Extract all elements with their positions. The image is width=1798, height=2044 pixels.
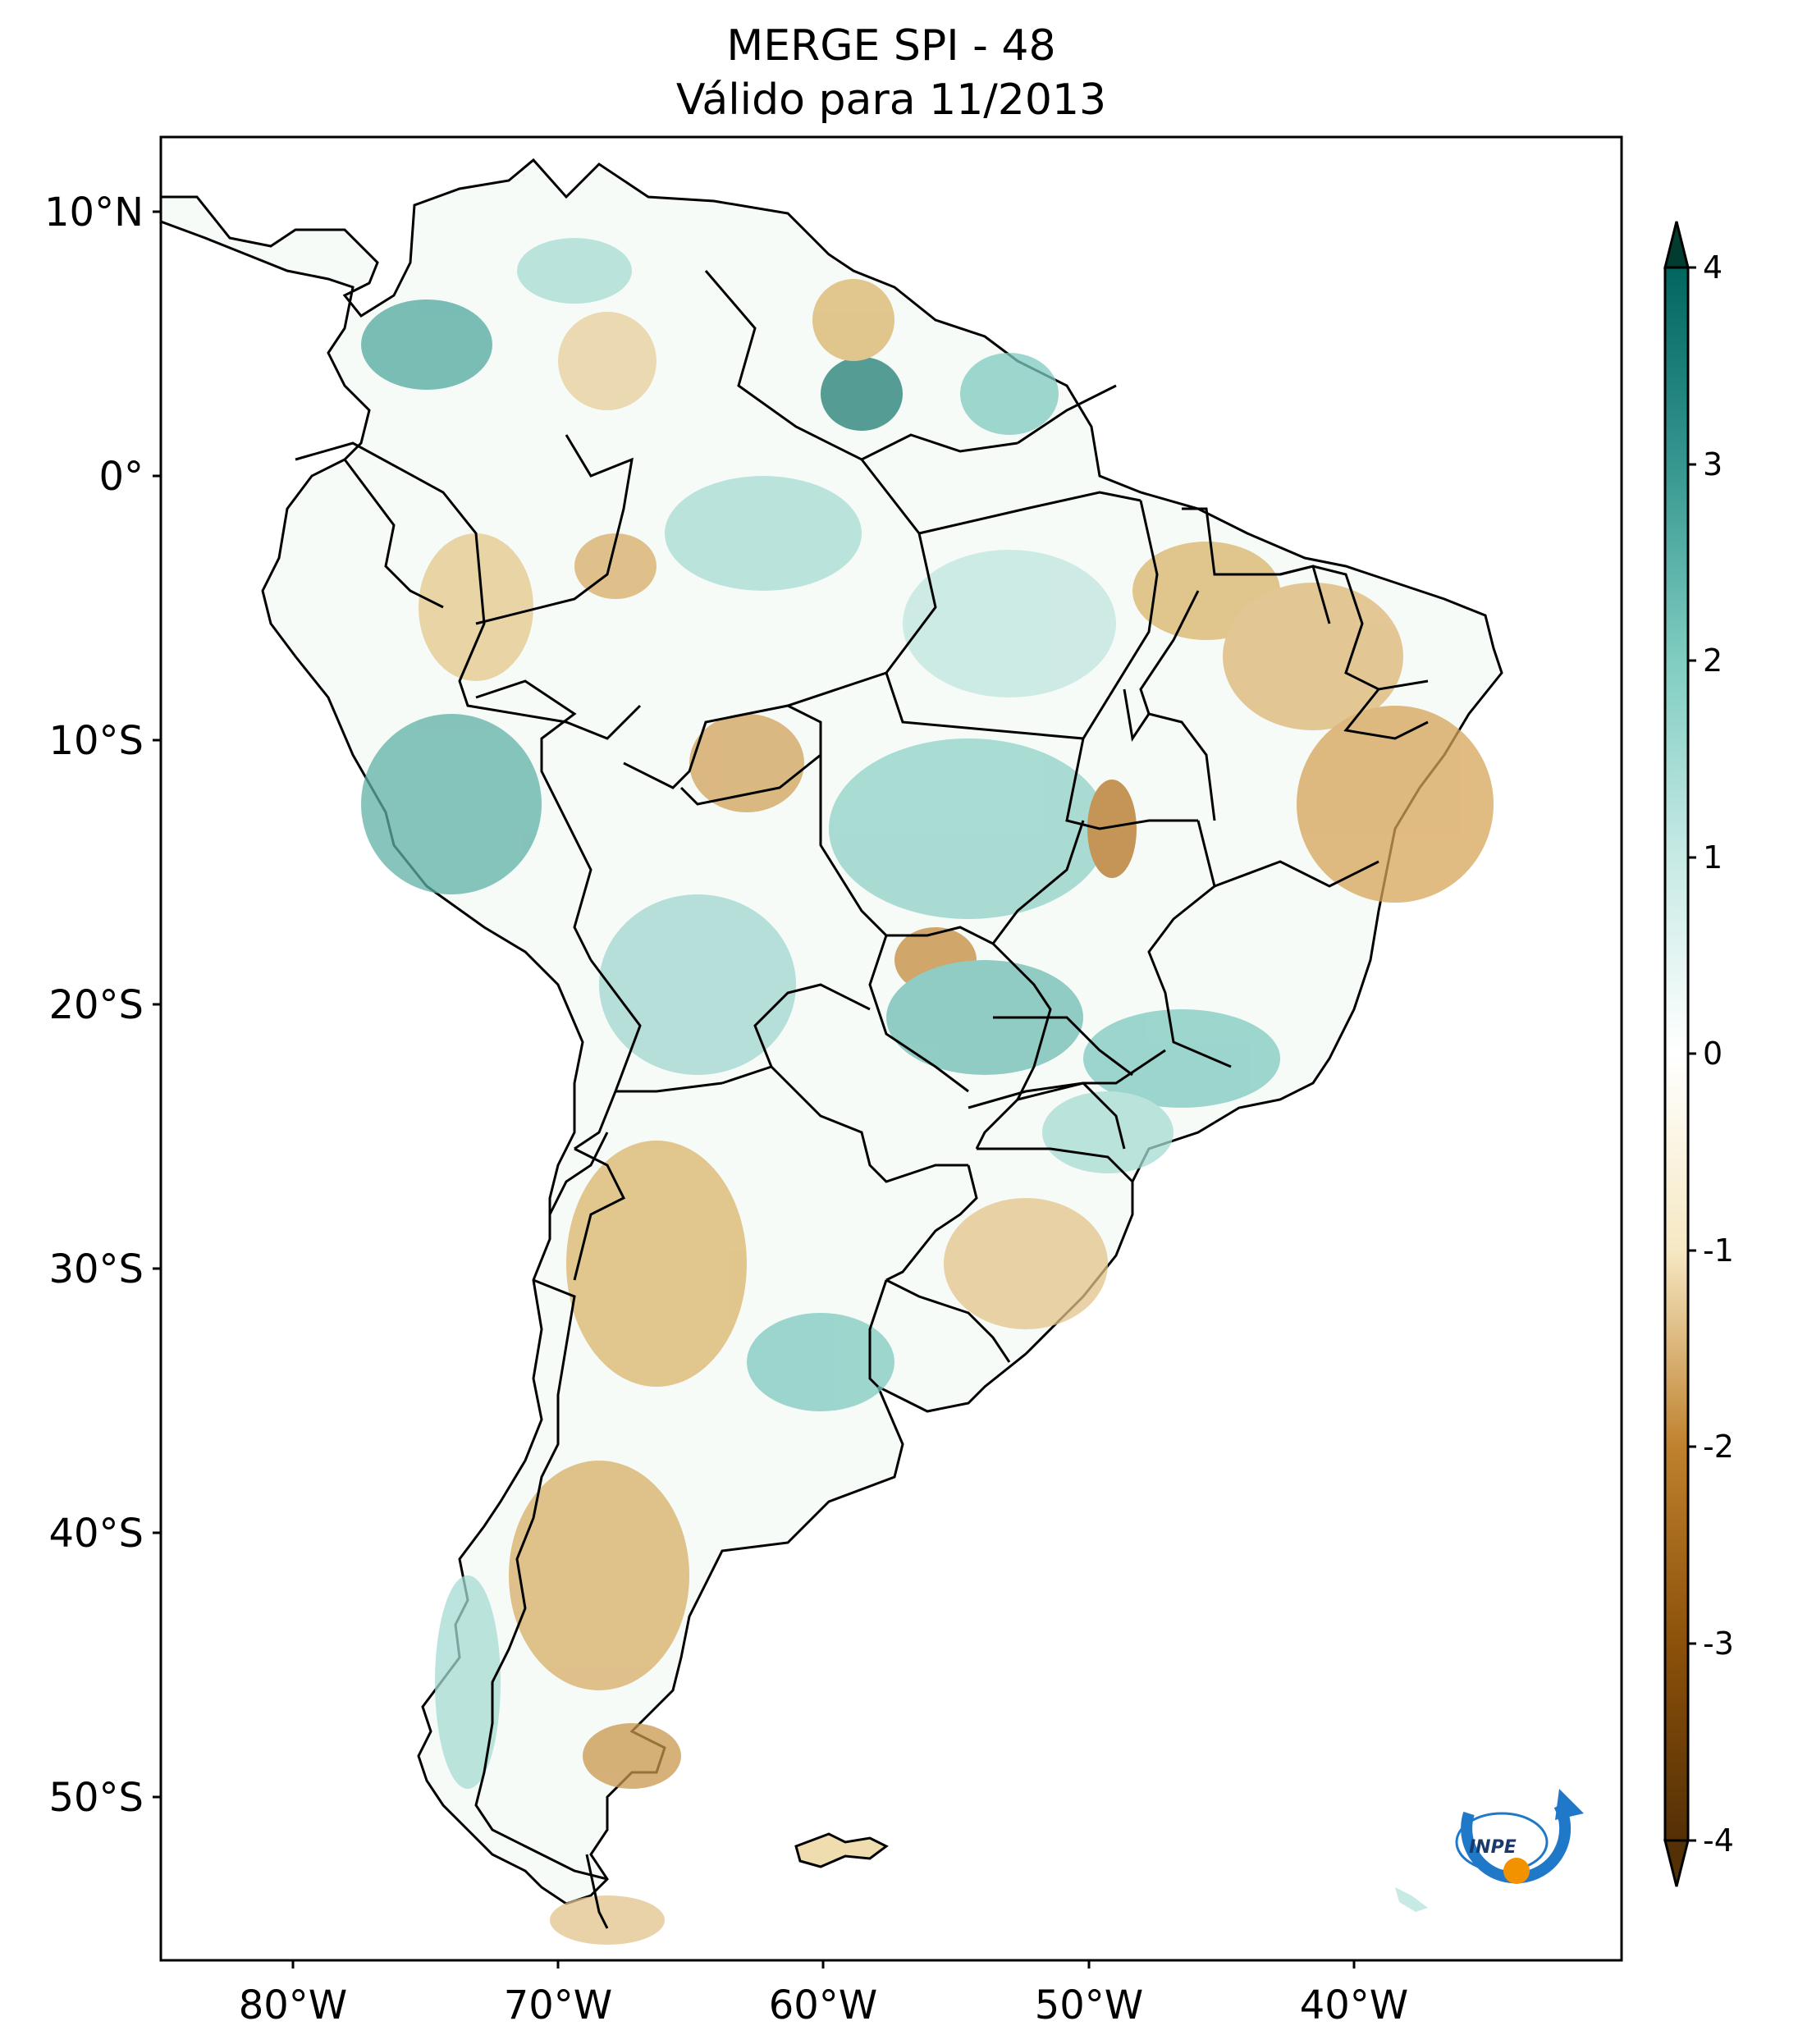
- colorbar-label-0: 0: [1703, 1036, 1723, 1072]
- lat-label-50s: 50°S: [48, 1775, 144, 1821]
- logo-arrow-icon: [1555, 1789, 1584, 1820]
- map-title-line2: Válido para 11/2013: [675, 75, 1107, 125]
- lat-label-10n: 10°N: [44, 190, 144, 235]
- political-boundaries: [295, 270, 1429, 1929]
- colorbar-min-extension: [1663, 1839, 1690, 1887]
- lat-label-20s: 20°S: [48, 982, 144, 1028]
- lat-label-30s: 30°S: [48, 1246, 144, 1292]
- map-title-line1: MERGE SPI - 48: [726, 21, 1056, 71]
- spi-anomaly-patches: [361, 238, 1494, 1945]
- longitude-axis: 80°W 70°W 60°W 50°W 40°W: [239, 1960, 1409, 2028]
- colorbar: 4 3 2 1 0 -1 -2 -3 -4: [1663, 221, 1734, 1887]
- lon-label-70w: 70°W: [504, 1982, 613, 2028]
- inpe-logo: INPE: [1455, 1789, 1584, 1884]
- lat-label-40s: 40°S: [48, 1511, 144, 1557]
- colorbar-label-neg1: -1: [1703, 1232, 1734, 1269]
- lon-label-50w: 50°W: [1035, 1982, 1144, 2028]
- lon-label-40w: 40°W: [1300, 1982, 1409, 2028]
- colorbar-label-3: 3: [1703, 446, 1723, 482]
- colorbar-label-4: 4: [1703, 249, 1723, 286]
- logo-orange-dot-icon: [1503, 1858, 1530, 1884]
- colorbar-max-extension: [1663, 221, 1690, 269]
- colorbar-gradient: [1663, 266, 1690, 1842]
- south-georgia-island: [1395, 1887, 1428, 1912]
- colorbar-label-neg3: -3: [1703, 1626, 1734, 1662]
- colorbar-label-2: 2: [1703, 642, 1723, 679]
- logo-text: INPE: [1469, 1837, 1517, 1858]
- falkland-islands: [794, 1832, 889, 1868]
- colorbar-label-neg2: -2: [1703, 1429, 1734, 1465]
- colorbar-label-1: 1: [1703, 839, 1723, 876]
- map-area: [161, 137, 1622, 1960]
- latitude-axis: 10°N 0° 10°S 20°S 30°S 40°S 50°S: [44, 190, 161, 1821]
- lon-label-80w: 80°W: [239, 1982, 348, 2028]
- colorbar-label-neg4: -4: [1703, 1822, 1734, 1859]
- lat-label-10s: 10°S: [48, 718, 144, 764]
- map-frame: [159, 135, 1623, 1962]
- lon-label-60w: 60°W: [769, 1982, 878, 2028]
- lat-label-0: 0°: [98, 454, 144, 500]
